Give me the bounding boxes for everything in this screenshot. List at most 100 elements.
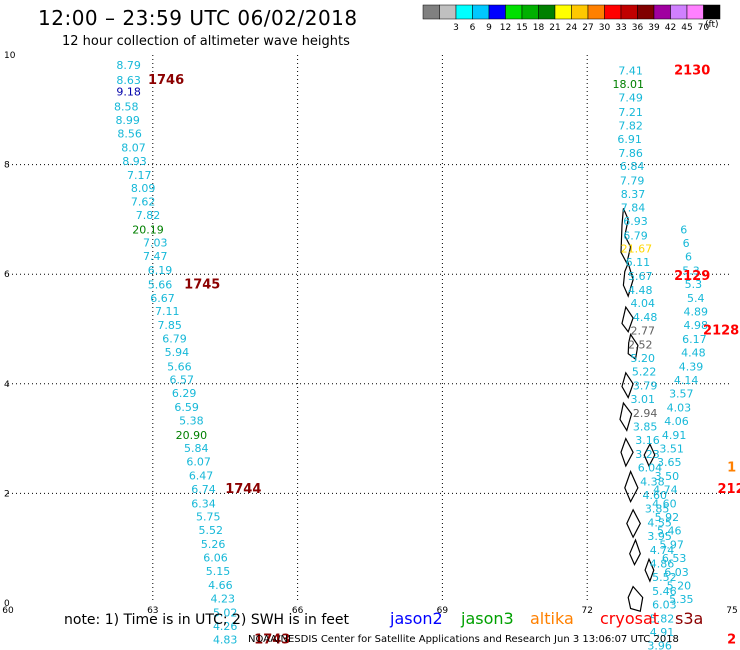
swh-value-label: 5.52 — [652, 571, 677, 584]
swh-value-label: 6.59 — [174, 401, 199, 414]
swh-value-label: 3.96 — [647, 640, 672, 650]
swh-value-label: 8.09 — [131, 182, 156, 195]
colorbar-tick-label: 21 — [549, 23, 560, 33]
colorbar-swatch — [587, 4, 605, 20]
swh-value-label: 5.02 — [213, 606, 238, 619]
swh-value-label: 4.60 — [643, 489, 668, 502]
swh-value-label: 3.01 — [630, 393, 655, 406]
swh-value-label: 4.03 — [667, 401, 692, 414]
colorbar-swatch — [620, 4, 638, 20]
swh-value-label: 5.20 — [667, 579, 692, 592]
colorbar-swatch — [670, 4, 688, 20]
swh-value-label: 5.46 — [652, 585, 677, 598]
swh-value-label: 3.51 — [659, 442, 684, 455]
swh-value-label: 4.06 — [664, 415, 689, 428]
swh-value-label: 5.46 — [657, 525, 682, 538]
swh-value-label: 8.63 — [116, 74, 141, 87]
y-tick-label: 0 — [4, 599, 10, 609]
swh-value-label: 6.57 — [170, 373, 195, 386]
swh-value-label: 4.60 — [652, 497, 677, 510]
x-tick-label: 66 — [292, 606, 304, 616]
swh-value-label: 5.38 — [179, 415, 204, 428]
swh-value-label: 4.48 — [633, 311, 658, 324]
y-tick-label: 10 — [4, 51, 16, 61]
swh-value-label: 6.79 — [162, 332, 187, 345]
swh-value-label: 3.85 — [645, 503, 670, 516]
x-tick-label: 60 — [2, 606, 14, 616]
y-tick-label: 8 — [4, 161, 10, 171]
island-outline — [643, 442, 656, 468]
colorbar-swatch — [604, 4, 622, 20]
colorbar-swatch — [686, 4, 704, 20]
swh-value-label: 5.67 — [628, 270, 653, 283]
island-outline — [622, 261, 634, 298]
swh-value-label: 7.84 — [621, 201, 646, 214]
swh-value-label: 7.21 — [618, 106, 643, 119]
swh-value-label: 7.79 — [620, 174, 645, 187]
y-tick-label: 2 — [4, 489, 10, 499]
swh-value-label: 4.91 — [662, 429, 687, 442]
swh-value-label: 4.48 — [628, 284, 653, 297]
colorbar-swatch — [488, 4, 506, 20]
swh-value-label: 7.47 — [143, 250, 168, 263]
y-tick-label: 4 — [4, 380, 10, 390]
swh-value-label: 4.98 — [684, 319, 709, 332]
swh-value-label: 3.95 — [647, 530, 672, 543]
colorbar-tick-label: 3 — [453, 23, 459, 33]
colorbar-tick-label: 6 — [470, 23, 476, 33]
swh-value-label: 6.11 — [626, 256, 651, 269]
swh-value-label: 6.93 — [623, 215, 648, 228]
swh-value-label: 6.06 — [203, 552, 228, 565]
colorbar-swatch — [455, 4, 473, 20]
swh-value-label: 7.17 — [127, 169, 152, 182]
swh-value-label: 5.3 — [685, 278, 703, 291]
swh-value-label: 7.62 — [131, 195, 156, 208]
swh-value-label: 8.37 — [621, 188, 646, 201]
swh-value-label: 7.85 — [157, 319, 182, 332]
swh-value-label: 5.75 — [196, 510, 221, 523]
swh-value-label: 5.15 — [206, 565, 231, 578]
swh-value-label: 6.07 — [186, 456, 211, 469]
swh-value-label: 4.14 — [674, 374, 699, 387]
colorbar-tick-label: 36 — [632, 23, 644, 33]
swh-value-label: 3.85 — [633, 421, 658, 434]
swh-value-label: 6 — [683, 237, 690, 250]
swh-value-label: 5.22 — [632, 366, 657, 379]
swh-value-label: 5.26 — [201, 538, 226, 551]
colorbar-tick-label: 24 — [566, 23, 578, 33]
time-label: 212 — [718, 482, 740, 497]
colorbar-tick-label: 27 — [582, 23, 593, 33]
swh-value-label: 5.97 — [659, 538, 684, 551]
time-label: 1743 — [254, 633, 290, 648]
colorbar-tick-label: 33 — [615, 23, 626, 33]
swh-value-label: 3.50 — [655, 470, 680, 483]
swh-value-label: 6.47 — [189, 469, 214, 482]
swh-value-label: 5.82 — [650, 612, 675, 625]
swh-value-label: 5.84 — [184, 442, 209, 455]
satellite-legend-jason3: jason3 — [461, 609, 514, 628]
island-outline — [632, 164, 634, 167]
swh-value-label: 6.34 — [191, 497, 216, 510]
swh-value-label: 7.11 — [155, 305, 180, 318]
swh-value-label: 4.23 — [211, 593, 236, 606]
swh-value-label: 4.38 — [640, 475, 665, 488]
colorbar-unit: (ft) — [705, 20, 719, 30]
time-label: 2128 — [703, 324, 739, 339]
colorbar-swatch — [554, 4, 572, 20]
swh-value-label: 5.52 — [198, 524, 223, 537]
swh-value-label: 6.17 — [682, 333, 707, 346]
swh-value-label: 5.4 — [687, 292, 705, 305]
chart-subtitle: 12 hour collection of altimeter wave hei… — [62, 34, 350, 49]
colorbar-swatch — [439, 4, 457, 20]
island-outline — [627, 333, 639, 361]
colorbar-tick-label: 9 — [486, 23, 492, 33]
island-outline — [624, 469, 639, 503]
colorbar-swatch — [521, 4, 539, 20]
swh-value-label: 6.29 — [172, 387, 197, 400]
y-tick-label: 6 — [4, 270, 10, 280]
swh-value-label: 18.01 — [612, 78, 644, 91]
swh-value-label: 4.86 — [650, 558, 675, 571]
island-outline — [644, 557, 655, 583]
colorbar-swatch — [571, 4, 589, 20]
